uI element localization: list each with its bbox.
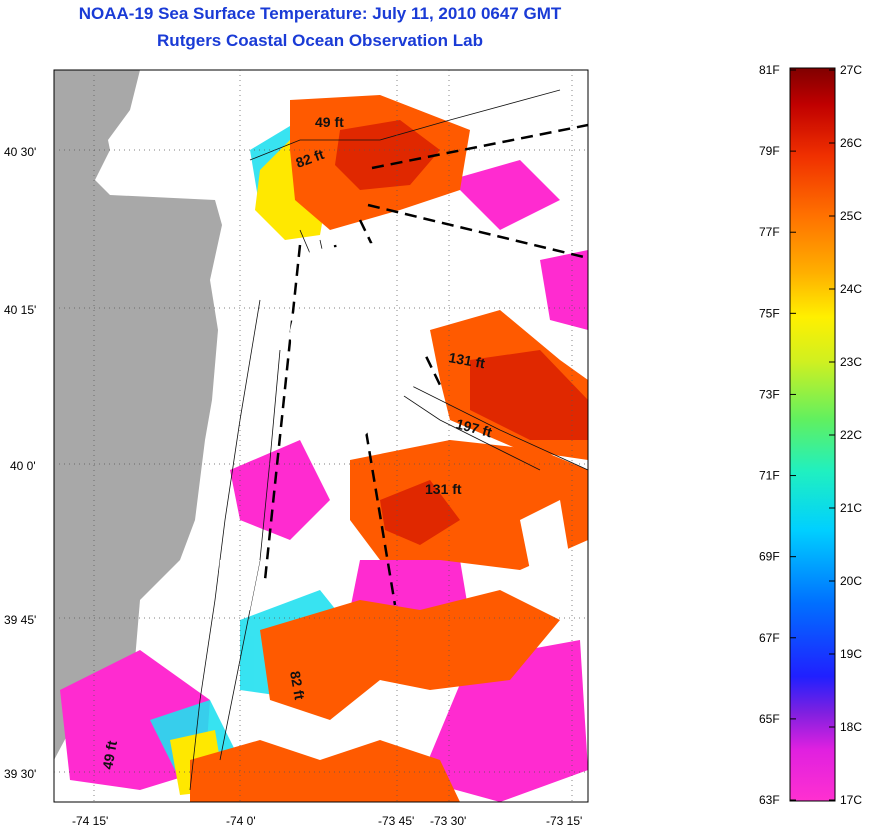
cool-water-patches bbox=[60, 160, 588, 802]
depth-label: 49 ft bbox=[99, 739, 120, 770]
lat-tick-label: 39 45' bbox=[4, 613, 36, 627]
colorbar-c-label: 25C bbox=[840, 209, 862, 223]
colorbar-c-label: 27C bbox=[840, 63, 862, 77]
lon-tick-label: -73 45' bbox=[378, 814, 414, 828]
land-area bbox=[54, 70, 222, 760]
hot-water bbox=[335, 120, 588, 545]
colorbar-f-label: 71F bbox=[759, 469, 780, 483]
colorbar-f-label: 75F bbox=[759, 306, 780, 320]
colorbar-c-label: 22C bbox=[840, 428, 862, 442]
colorbar-c-label: 19C bbox=[840, 647, 862, 661]
colorbar-c-label: 26C bbox=[840, 136, 862, 150]
colorbar-f-label: 69F bbox=[759, 550, 780, 564]
lon-tick-label: -74 0' bbox=[226, 814, 256, 828]
colorbar-c-label: 24C bbox=[840, 282, 862, 296]
latitude-axis: 40 30' 40 15' 40 0' 39 45' 39 30' bbox=[4, 145, 36, 781]
colorbar-c-label: 17C bbox=[840, 793, 862, 807]
colorbar-fahrenheit-labels: 81F 79F 77F 75F 73F 71F 69F 67F 65F 63F bbox=[759, 63, 796, 807]
graticule bbox=[54, 70, 588, 802]
colorbar-celsius-labels: 27C 26C 25C 24C 23C 22C 21C 20C 19C 18C 17C bbox=[829, 63, 862, 807]
sst-layer bbox=[54, 70, 588, 802]
lat-tick-label: 40 15' bbox=[4, 303, 36, 317]
colorbar-c-label: 21C bbox=[840, 501, 862, 515]
colorbar-c-label: 18C bbox=[840, 720, 862, 734]
cloud-cover bbox=[215, 240, 570, 620]
depth-label: 131 ft bbox=[425, 481, 462, 497]
map-title: NOAA-19 Sea Surface Temperature: July 11… bbox=[78, 4, 562, 23]
colorbar-f-label: 67F bbox=[759, 631, 780, 645]
depth-label: 82 ft bbox=[287, 670, 308, 701]
lat-tick-label: 40 0' bbox=[10, 459, 36, 473]
depth-label: 49 ft bbox=[315, 114, 344, 130]
colorbar-f-label: 63F bbox=[759, 793, 780, 807]
lat-tick-label: 39 30' bbox=[4, 767, 36, 781]
colorbar-f-label: 73F bbox=[759, 387, 780, 401]
colorbar-f-label: 65F bbox=[759, 712, 780, 726]
lon-tick-label: -73 30' bbox=[430, 814, 466, 828]
map-border bbox=[53, 69, 589, 803]
lat-tick-label: 40 30' bbox=[4, 145, 36, 159]
longitude-axis: -74 15' -74 0' -73 45' -73 30' -73 15' bbox=[72, 814, 582, 828]
colorbar-f-label: 81F bbox=[759, 63, 780, 77]
colorbar-f-label: 77F bbox=[759, 225, 780, 239]
lon-tick-label: -73 15' bbox=[546, 814, 582, 828]
colorbar-c-label: 23C bbox=[840, 355, 862, 369]
colorbar bbox=[789, 67, 836, 802]
colorbar-f-label: 79F bbox=[759, 144, 780, 158]
colorbar-c-label: 20C bbox=[840, 574, 862, 588]
depth-label: 131 ft bbox=[447, 349, 486, 371]
map-subtitle: Rutgers Coastal Ocean Observation Lab bbox=[157, 31, 483, 50]
lon-tick-label: -74 15' bbox=[72, 814, 108, 828]
